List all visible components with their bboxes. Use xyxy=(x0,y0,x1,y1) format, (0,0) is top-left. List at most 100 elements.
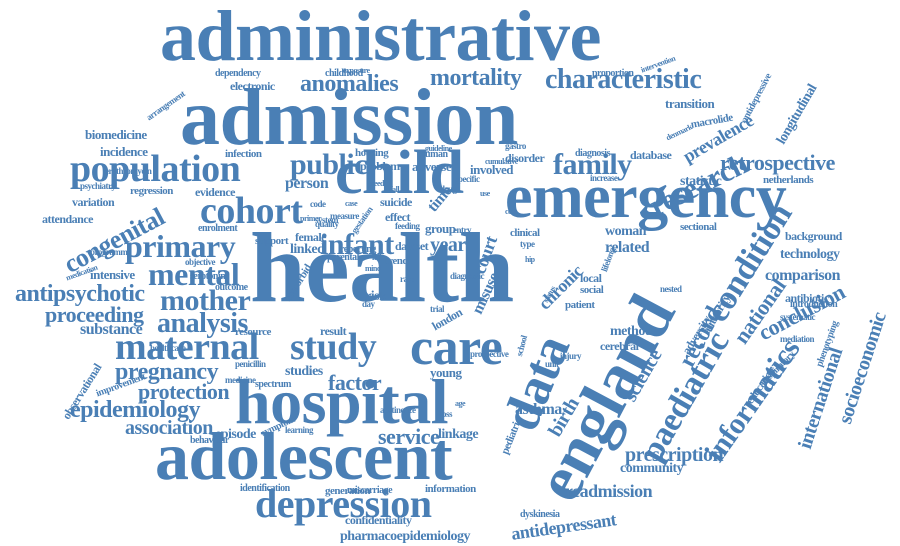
cloud-word-objective: objective xyxy=(185,257,215,267)
cloud-word-hip: hip xyxy=(525,255,535,264)
cloud-word-risk: risk xyxy=(365,289,387,304)
cloud-word-prospective: prospective xyxy=(470,349,509,359)
cloud-word-female: female xyxy=(295,230,326,244)
cloud-word-infant: infant xyxy=(320,228,394,261)
cloud-word-year: year xyxy=(430,234,466,256)
cloud-word-feeding: feeding xyxy=(395,221,420,231)
cloud-word-unit: unit xyxy=(545,359,559,369)
cloud-word-variation: variation xyxy=(72,195,115,209)
cloud-word-woman: woman xyxy=(605,224,647,239)
cloud-word-systematic: systematic xyxy=(780,312,816,322)
cloud-word-maternal: maternal xyxy=(115,326,259,368)
cloud-word-sectional: sectional xyxy=(680,221,717,233)
cloud-word-prescription: prescription xyxy=(625,444,724,466)
cloud-word-identification: identification xyxy=(240,483,290,494)
cloud-word-evidence: evidence xyxy=(195,185,236,199)
cloud-word-human: human xyxy=(420,149,448,160)
cloud-word-spectrum: spectrum xyxy=(255,379,292,390)
cloud-word-asthma: asthma xyxy=(515,401,562,418)
cloud-word-effect: effect xyxy=(385,210,410,224)
cloud-word-erythromycin: erythromycin xyxy=(105,166,152,176)
cloud-word-socioeconomic: socioeconomic xyxy=(834,309,891,427)
cloud-word-related: related xyxy=(605,239,650,256)
cloud-word-pregnancy: pregnancy xyxy=(115,359,219,385)
cloud-word-study: study xyxy=(290,326,377,368)
cloud-word-characteristic: characteristic xyxy=(545,64,702,95)
cloud-word-suicide: suicide xyxy=(380,195,412,209)
cloud-word-population: population xyxy=(70,148,241,190)
cloud-word-abstinence: abstinence xyxy=(380,405,416,415)
cloud-word-childhood: childhood xyxy=(325,68,363,79)
cloud-word-method: method xyxy=(610,324,653,339)
cloud-word-dataset: dataset xyxy=(395,239,429,253)
cloud-word-serotonin: serotonin xyxy=(190,271,226,282)
cloud-word-antibiotic: antibiotic xyxy=(785,291,829,305)
cloud-word-gastro: gastro xyxy=(505,141,526,151)
cloud-word-enrolment: enrolment xyxy=(198,223,238,234)
cloud-word-linkage: linkage xyxy=(438,427,479,442)
cloud-word-adverse: adverse xyxy=(412,159,452,174)
cloud-word-quality: quality xyxy=(315,219,339,229)
cloud-word-miscarriage: miscarriage xyxy=(347,485,393,496)
cloud-word-diagnostic: diagnostic xyxy=(450,271,485,281)
cloud-word-episode: episode xyxy=(215,427,256,442)
cloud-word-child: child xyxy=(335,139,464,207)
cloud-word-housing: housing xyxy=(355,147,389,159)
cloud-word-exposure: exposure xyxy=(343,66,370,75)
cloud-word-cumulative: cumulative xyxy=(485,157,518,166)
cloud-word-increase: increase xyxy=(590,173,618,183)
cloud-word-reporting: reporting xyxy=(340,244,376,255)
cloud-word-dependency: dependency xyxy=(215,68,261,79)
cloud-word-family: family xyxy=(553,148,632,181)
cloud-word-day: day xyxy=(362,299,375,309)
cloud-word-antidepressive: antidepressive xyxy=(739,71,775,125)
cloud-word-regression: regression xyxy=(130,185,173,197)
cloud-word-infection: infection xyxy=(225,148,262,160)
cloud-word-anomalies: anomalies xyxy=(300,71,399,97)
cloud-word-intensive: intensive xyxy=(90,267,135,282)
cloud-word-learning: learning xyxy=(285,425,314,435)
cloud-word-code: code xyxy=(310,199,326,209)
cloud-word-service: service xyxy=(378,424,440,449)
cloud-word-public: public xyxy=(290,148,368,181)
cloud-word-primer: primer xyxy=(300,214,322,223)
cloud-word-case: case xyxy=(345,199,358,208)
cloud-word-mortality: mortality xyxy=(430,65,522,91)
cloud-word-substance: substance xyxy=(80,321,143,338)
cloud-word-drug: drug xyxy=(440,184,457,194)
cloud-word-lifelong: lifelong xyxy=(599,246,617,274)
cloud-word-introduction: introduction xyxy=(790,299,838,310)
cloud-word-injury: injury xyxy=(560,351,582,361)
cloud-word-comparison: comparison xyxy=(765,267,841,284)
cloud-word-background: background xyxy=(785,229,842,243)
cloud-word-person: person xyxy=(285,175,329,192)
cloud-word-involved: involved xyxy=(470,162,513,177)
cloud-word-protection: protection xyxy=(138,379,230,404)
cloud-word-rate: rate xyxy=(400,274,414,284)
cloud-word-technology: technology xyxy=(780,247,840,262)
cloud-word-fall: fall xyxy=(390,185,400,194)
cloud-word-mother: mother xyxy=(160,284,251,317)
cloud-word-confidentiality: confidentiality xyxy=(345,513,412,527)
cloud-word-incidence: incidence xyxy=(100,144,148,159)
cloud-word-information: information xyxy=(425,483,476,495)
cloud-word-analysis: analysis xyxy=(157,308,248,339)
cloud-word-netherlands: netherlands xyxy=(763,174,814,186)
cloud-word-longitudinal: longitudinal xyxy=(774,82,821,147)
cloud-word-cerebral: cerebral xyxy=(600,339,639,353)
cloud-word-age: age xyxy=(455,399,466,408)
cloud-word-young: young xyxy=(430,365,462,380)
cloud-word-readmission: readmission xyxy=(565,481,653,501)
cloud-word-depression: depression xyxy=(255,481,432,526)
cloud-word-primary: primary xyxy=(125,228,236,264)
cloud-word-retrospective: retrospective xyxy=(720,150,835,175)
cloud-word-proceeding: proceeding xyxy=(45,302,144,327)
cloud-word-use: use xyxy=(480,189,490,198)
cloud-word-linked: linked xyxy=(290,242,325,257)
cloud-word-patient: patient xyxy=(565,299,595,311)
cloud-word-pediatric: pediatric xyxy=(499,416,525,457)
cloud-word-trial: trial xyxy=(430,304,445,314)
cloud-word-adolescent: adolescent xyxy=(155,418,453,494)
cloud-word-diagnosis: diagnosis xyxy=(575,148,610,159)
cloud-word-medicine: medicine xyxy=(225,375,256,385)
